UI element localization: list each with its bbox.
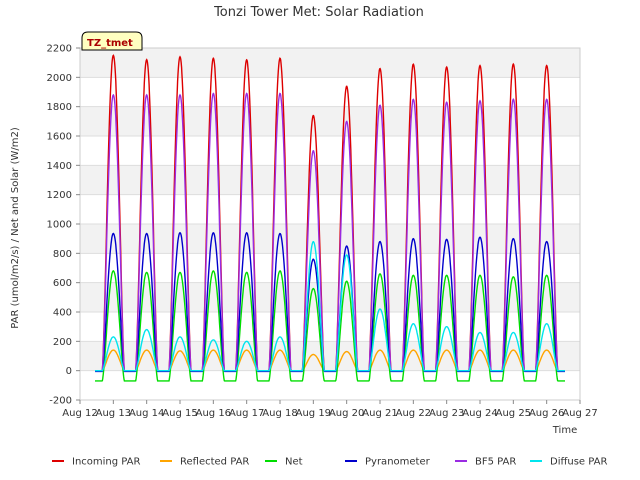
site-label: TZ_tmet [87,38,133,49]
y-tick-label: 200 [53,337,72,348]
y-tick-label: 800 [53,249,72,260]
x-tick-label: Aug 23 [429,408,464,419]
x-tick-label: Aug 18 [262,408,297,419]
x-tick-label: Aug 26 [529,408,564,419]
y-tick-label: 2000 [47,73,72,84]
site-badge-box [81,31,143,51]
x-tick-label: Aug 15 [162,408,197,419]
chart-title: Tonzi Tower Met: Solar Radiation [213,5,424,20]
y-axis-label: PAR (umol/m2/s) / Net and Solar (W/m2) [10,127,21,329]
y-tick-label: 1800 [47,102,72,113]
plot-band [80,224,580,254]
y-tick-label: -200 [49,396,72,407]
series-layer [95,54,565,382]
x-tick-label: Aug 16 [196,408,231,419]
site-badge: TZ_tmet [81,31,143,51]
x-tick-label: Aug 17 [229,408,264,419]
legend: Incoming PAR Reflected PAR Net Pyranometer B… [52,457,607,468]
plot-band [80,282,580,312]
x-tick-label: Aug 21 [362,408,397,419]
series-line-5 [95,240,565,372]
y-tick-label: 0 [66,366,72,377]
legend-label: Diffuse PAR [550,457,607,468]
plot-band [80,48,580,78]
x-tick-label: Aug 19 [296,408,331,419]
y-tick-label: 1400 [47,161,72,172]
y-tick-label: 1200 [47,190,72,201]
x-tick-label: Aug 14 [129,408,164,419]
legend-label: Reflected PAR [180,457,249,468]
x-tick-label: Aug 20 [329,408,364,419]
y-tick-label: 1000 [47,220,72,231]
y-tick-label: 2200 [47,44,72,55]
legend-label: Net [285,457,303,468]
x-tick-label: Aug 22 [396,408,431,419]
y-tick-label: 600 [53,278,72,289]
x-tick-label: Aug 25 [496,408,531,419]
plot-band [80,165,580,195]
y-axis-ticks: -200 0 200 400 600 800 1000 1200 1400 1600 1800 200… [47,44,80,407]
legend-label: Pyranometer [365,457,431,468]
plot-bands [80,48,580,371]
x-axis-label: Time [552,425,577,436]
x-tick-label: Aug 24 [462,408,497,419]
y-tick-label: 400 [53,308,72,319]
plot-band [80,106,580,136]
x-tick-label: Aug 27 [562,408,597,419]
legend-label: Incoming PAR [72,457,141,468]
x-tick-label: Aug 12 [62,408,97,419]
x-tick-label: Aug 13 [96,408,131,419]
legend-label: BF5 PAR [475,457,516,468]
series-line-2 [95,270,565,382]
plot-band [80,341,580,371]
y-tick-label: 1600 [47,132,72,143]
